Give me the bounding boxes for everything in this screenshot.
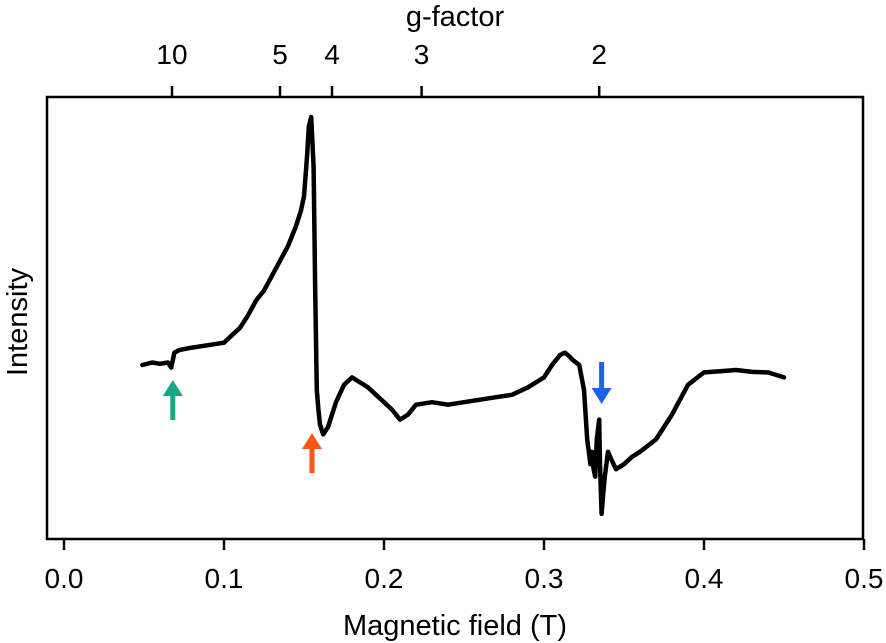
annotation-arrow-down xyxy=(591,362,612,404)
x-tick-label: 0.2 xyxy=(365,563,404,594)
x-tick-label: 0.0 xyxy=(45,563,84,594)
bottom-axis-ticks: 0.0 0.1 0.2 0.3 0.4 0.5 xyxy=(45,539,884,594)
top-axis-ticks: 10 5 4 3 2 xyxy=(156,39,607,97)
x-tick-label: 0.5 xyxy=(845,563,884,594)
plot-frame xyxy=(45,95,865,541)
g-tick-label: 4 xyxy=(324,39,340,70)
x-tick-label: 0.1 xyxy=(205,563,244,594)
x-tick-label: 0.3 xyxy=(525,563,564,594)
g-tick-label: 3 xyxy=(414,39,430,70)
top-axis-title: g-factor xyxy=(406,1,505,33)
g-tick-label: 5 xyxy=(272,39,288,70)
annotation-arrows xyxy=(162,362,612,473)
g-tick-label: 2 xyxy=(591,39,607,70)
x-axis-title: Magnetic field (T) xyxy=(343,610,567,642)
spectrum-line xyxy=(140,114,787,517)
g-tick-label: 10 xyxy=(156,39,187,70)
annotation-arrow-up xyxy=(162,380,183,420)
x-tick-label: 0.4 xyxy=(685,563,724,594)
y-axis-title: Intensity xyxy=(2,268,34,376)
annotation-arrow-up xyxy=(302,433,322,473)
